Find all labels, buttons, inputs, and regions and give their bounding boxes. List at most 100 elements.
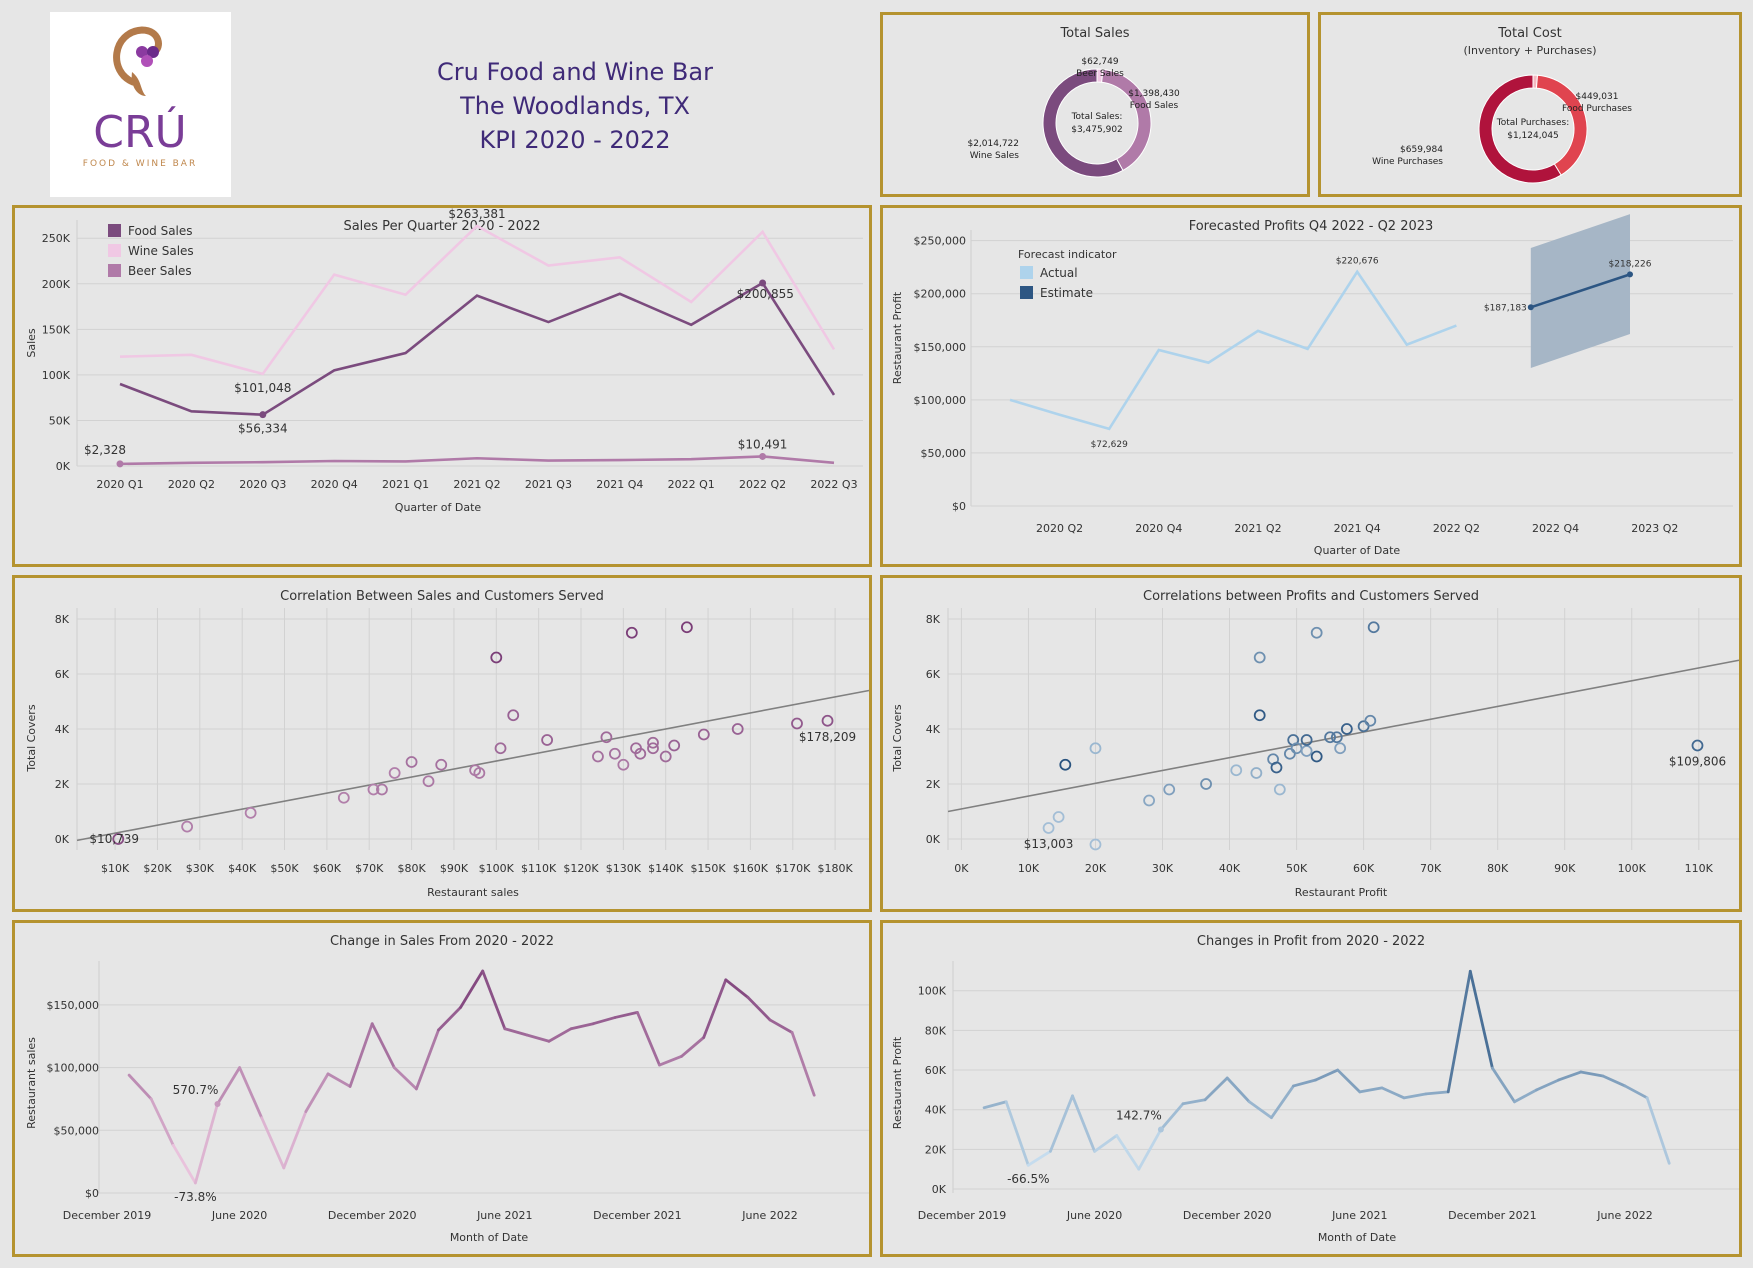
- dashboard-title: Cru Food and Wine Bar The Woodlands, TX …: [395, 55, 755, 157]
- scatter-point: [1364, 714, 1377, 727]
- y-tick-label: 100K: [42, 369, 71, 382]
- x-tick-label: 90K: [1554, 862, 1576, 875]
- series-segment: [982, 1100, 1008, 1110]
- y-tick-label: 6K: [55, 668, 70, 681]
- scatter-point: [1330, 731, 1343, 744]
- y-tick-label: $100,000: [47, 1062, 100, 1075]
- scatter-point: [1253, 651, 1266, 664]
- series-segment: [1446, 969, 1472, 1094]
- x-tick-label: 2022 Q4: [1532, 522, 1579, 535]
- series-segment: [1336, 1068, 1362, 1094]
- x-tick-label: $180K: [818, 862, 854, 875]
- scatter-point: [435, 758, 448, 771]
- x-tick-label: 50K: [1286, 862, 1308, 875]
- x-tick-label: 2022 Q1: [668, 478, 715, 491]
- x-tick-label: December 2021: [593, 1209, 682, 1222]
- series-segment: [238, 1066, 264, 1120]
- total-sales-panel: Total Sales Total Sales: $3,475,902 $62,74…: [880, 12, 1310, 197]
- y-tick-label: 150K: [42, 323, 71, 336]
- legend-label: Wine Sales: [128, 244, 194, 258]
- data-label: $109,806: [1669, 755, 1726, 769]
- data-point-marker: [1527, 304, 1534, 311]
- y-tick-label: 2K: [926, 778, 941, 791]
- sales-per-quarter-title: Sales Per Quarter 2020 - 2022: [343, 219, 541, 234]
- scatter-point: [647, 742, 659, 755]
- x-tick-label: $130K: [606, 862, 642, 875]
- y-tick-label: $150,000: [914, 341, 967, 354]
- data-label: 570.7%: [173, 1083, 219, 1097]
- series-segment: [1557, 1070, 1583, 1082]
- x-tick-label: 10K: [1018, 862, 1040, 875]
- series-segment: [1380, 1086, 1406, 1100]
- donut-slice-name: Wine Sales: [970, 151, 1020, 161]
- x-tick-label: 30K: [1152, 862, 1174, 875]
- x-tick-label: $70K: [355, 862, 384, 875]
- series-segment: [547, 1027, 573, 1043]
- legend-swatch: [1020, 266, 1033, 279]
- series-segment: [1137, 1128, 1163, 1171]
- scatter-point: [1340, 723, 1353, 735]
- series-segment: [1579, 1070, 1605, 1078]
- y-tick-label: 80K: [925, 1024, 947, 1037]
- y-tick-label: 8K: [926, 613, 941, 626]
- series-segment: [392, 1066, 418, 1091]
- y-tick-label: 50K: [49, 414, 71, 427]
- x-tick-label: $150K: [690, 862, 726, 875]
- x-tick-label: 2022 Q3: [810, 478, 857, 491]
- x-axis-title: Month of Date: [1318, 1231, 1397, 1244]
- x-tick-label: December 2019: [63, 1209, 152, 1222]
- x-axis-title: Quarter of Date: [395, 501, 482, 514]
- total-cost-donut: Total Purchases: $1,124,045 $449,031 Food P…: [1372, 74, 1632, 184]
- scatter-point: [1230, 764, 1243, 777]
- series-line: [1530, 273, 1631, 309]
- series-segment: [1513, 1088, 1538, 1104]
- x-tick-label: 2021 Q1: [382, 478, 429, 491]
- x-tick-label: $40K: [228, 862, 257, 875]
- data-point-marker: [214, 1100, 221, 1107]
- y-tick-label: $0: [952, 500, 966, 513]
- change-profit-panel: Changes in Profit from 2020 - 2022 0K 20K…: [880, 920, 1742, 1257]
- scatter-point: [244, 806, 257, 819]
- x-tick-label: December 2020: [1183, 1209, 1272, 1222]
- series-segment: [326, 1072, 352, 1088]
- series-segment: [1115, 1134, 1141, 1171]
- data-point-marker: [116, 460, 124, 468]
- series-segment: [437, 1006, 463, 1032]
- series-segment: [1623, 1084, 1649, 1100]
- series-segment: [1535, 1078, 1561, 1092]
- scatter-point: [1367, 621, 1380, 634]
- x-tick-label: $50K: [270, 862, 299, 875]
- scatter-point: [731, 723, 744, 735]
- x-tick-label: 2021 Q2: [453, 478, 500, 491]
- total-cost-title: Total Cost: [1498, 26, 1562, 41]
- scatter-point: [659, 750, 672, 763]
- legend-swatch: [1020, 286, 1033, 299]
- series-segment: [1203, 1076, 1229, 1102]
- series-segment: [724, 978, 750, 999]
- scatter-point: [112, 833, 125, 845]
- x-tick-label: 2020 Q4: [311, 478, 358, 491]
- donut-slice-name: Food Sales: [1130, 101, 1179, 111]
- legend-label: Beer Sales: [128, 264, 192, 278]
- series-segment: [149, 1097, 175, 1147]
- x-tick-label: June 2020: [1066, 1209, 1122, 1222]
- series-segment: [569, 1022, 595, 1031]
- donut-center-value: $3,475,902: [1071, 125, 1123, 135]
- series-segment: [1402, 1092, 1428, 1100]
- legend-label: Actual: [1040, 266, 1078, 280]
- series-segment: [702, 978, 728, 1039]
- scatter-point: [668, 739, 681, 752]
- series-segment: [193, 1102, 219, 1185]
- series-segment: [171, 1143, 197, 1185]
- legend-label: Food Sales: [128, 224, 193, 238]
- change-profit-title: Changes in Profit from 2020 - 2022: [1196, 934, 1426, 949]
- y-axis-title: Sales: [25, 328, 38, 358]
- data-label: $56,334: [238, 422, 288, 436]
- scatter-point: [1059, 758, 1072, 771]
- x-tick-label: $90K: [440, 862, 469, 875]
- scatter-point: [405, 756, 418, 768]
- series-segment: [459, 969, 485, 1009]
- scatter-point: [608, 747, 621, 760]
- scatter-point: [1143, 794, 1156, 807]
- scatter-point: [541, 734, 554, 746]
